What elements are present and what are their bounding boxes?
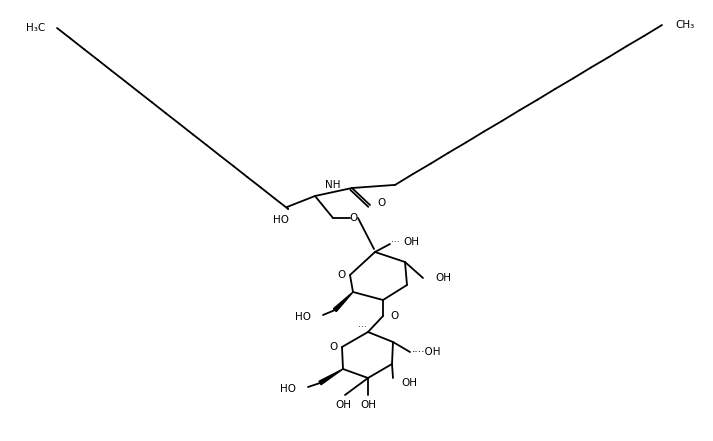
Text: HO: HO [273,215,289,225]
Text: NH: NH [324,180,340,190]
Text: ···: ··· [358,324,366,333]
Text: OH: OH [435,273,451,283]
Text: O: O [338,270,346,280]
Polygon shape [334,292,353,311]
Text: O: O [390,311,399,321]
Text: OH: OH [401,378,417,388]
Text: ···: ··· [391,239,399,247]
Text: O: O [377,198,385,208]
Text: CH₃: CH₃ [675,20,694,30]
Text: OH: OH [360,400,376,410]
Text: OH: OH [403,237,419,247]
Text: OH: OH [335,400,351,410]
Polygon shape [319,369,343,385]
Text: ····OH: ····OH [412,347,441,357]
Text: HO: HO [280,384,296,394]
Text: HO: HO [295,312,311,322]
Text: O: O [330,342,338,352]
Text: H₃C: H₃C [26,23,45,33]
Text: O: O [350,213,358,223]
